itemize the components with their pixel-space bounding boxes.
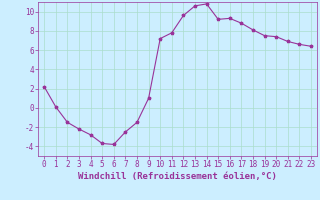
X-axis label: Windchill (Refroidissement éolien,°C): Windchill (Refroidissement éolien,°C)	[78, 172, 277, 181]
